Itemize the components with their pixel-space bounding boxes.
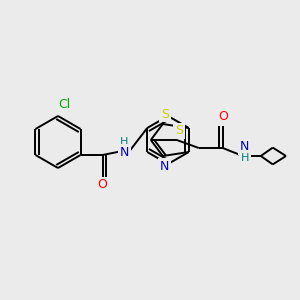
Text: N: N [240,140,250,154]
Text: O: O [218,110,228,124]
Text: O: O [98,178,107,191]
Text: N: N [120,146,129,158]
Text: Cl: Cl [58,98,70,110]
Text: S: S [175,124,183,137]
Text: S: S [161,107,169,121]
Text: H: H [120,137,129,147]
Text: N: N [160,160,170,172]
Text: H: H [241,153,249,163]
